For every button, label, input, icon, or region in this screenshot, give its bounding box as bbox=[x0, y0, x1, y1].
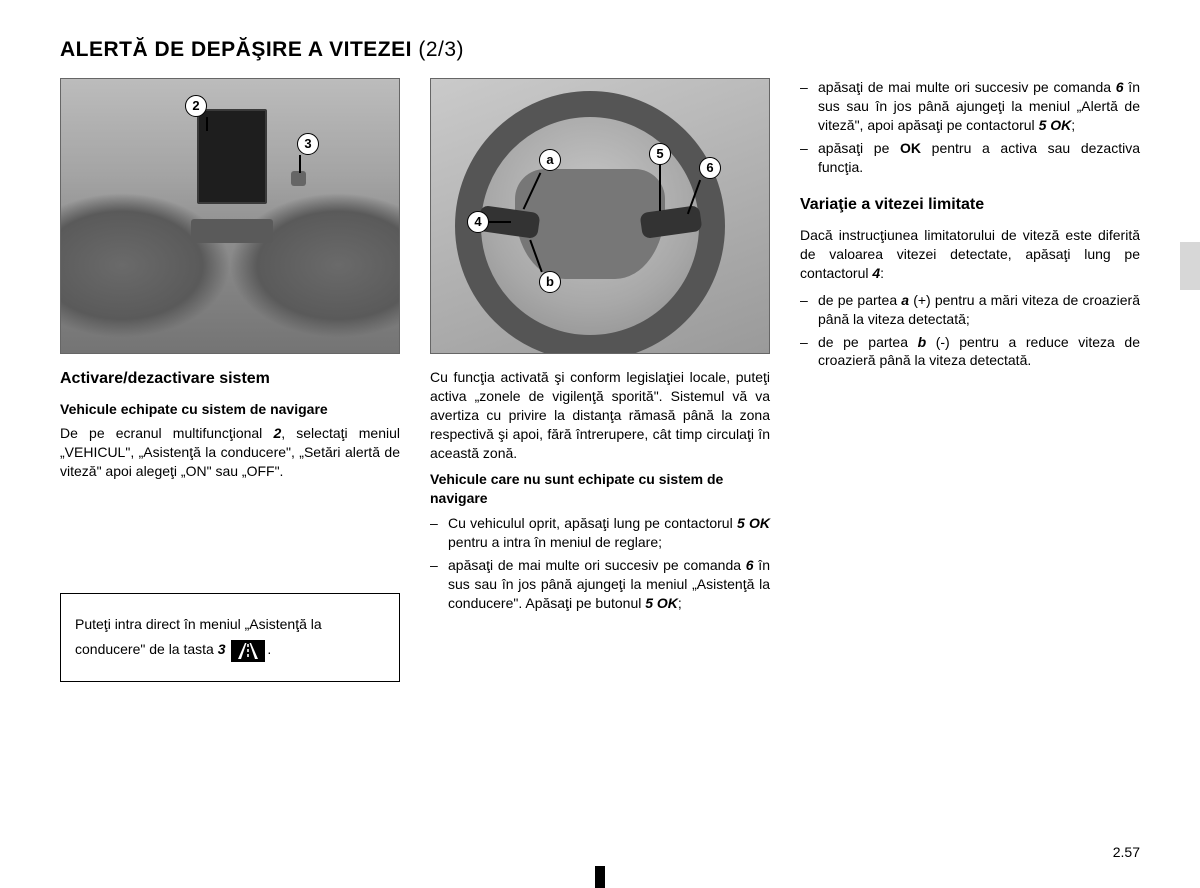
leader-line bbox=[489, 221, 511, 223]
assist-button-shape bbox=[291, 171, 306, 186]
instruction-list-cont: apăsaţi de mai multe ori succesiv pe com… bbox=[800, 78, 1140, 176]
manual-page: ALERTĂ DE DEPĂŞIRE A VITEZEI (2/3) 50841… bbox=[0, 0, 1200, 888]
ref-5-ok: 5 OK bbox=[737, 515, 770, 531]
page-title-suffix: (2/3) bbox=[418, 38, 464, 61]
callout-3: 3 bbox=[297, 133, 319, 155]
leader-line bbox=[659, 165, 661, 211]
leader-line bbox=[206, 117, 208, 131]
section-thumb-tab bbox=[1180, 242, 1200, 290]
paragraph: De pe ecranul multifuncţional 2, selecta… bbox=[60, 424, 400, 481]
ref-a: a bbox=[901, 292, 909, 308]
page-title-main: ALERTĂ DE DEPĂŞIRE A VITEZEI bbox=[60, 38, 418, 61]
list-item: de pe partea b (-) pentru a reduce vitez… bbox=[800, 333, 1140, 371]
paragraph: Dacă instrucţiunea limitatorului de vite… bbox=[800, 226, 1140, 283]
callout-5: 5 bbox=[649, 143, 671, 165]
callout-a: a bbox=[539, 149, 561, 171]
figure-steering-wheel: 51358 a 4 b 5 6 bbox=[430, 78, 770, 354]
callout-4: 4 bbox=[467, 211, 489, 233]
heading-speed-variation: Variaţie a vitezei limitate bbox=[800, 194, 1140, 216]
leader-line bbox=[299, 155, 301, 173]
callout-2: 2 bbox=[185, 95, 207, 117]
speed-variation-list: de pe partea a (+) pentru a mări viteza … bbox=[800, 291, 1140, 371]
ref-3: 3 bbox=[218, 641, 226, 657]
note-box: Puteţi intra direct în meniul „Asistenţă… bbox=[60, 593, 400, 681]
list-item: apăsaţi de mai multe ori succesiv pe com… bbox=[430, 556, 770, 613]
ref-6: 6 bbox=[746, 557, 754, 573]
heading-activation: Activare/dezactivare sistem bbox=[60, 368, 400, 390]
paragraph: Cu funcţia activată şi conform legislaţi… bbox=[430, 368, 770, 462]
subheading-with-nav: Vehicule echipate cu sistem de navigare bbox=[60, 400, 400, 419]
list-item: de pe partea a (+) pentru a mări viteza … bbox=[800, 291, 1140, 329]
instruction-list: Cu vehiculul oprit, apăsaţi lung pe cont… bbox=[430, 514, 770, 612]
ref-5-ok: 5 OK bbox=[1039, 117, 1072, 133]
list-item: apăsaţi pe OK pentru a activa sau dezact… bbox=[800, 139, 1140, 177]
footer-crop-mark bbox=[595, 866, 605, 888]
lane-assist-icon bbox=[231, 640, 265, 662]
column-3: apăsaţi de mai multe ori succesiv pe com… bbox=[800, 78, 1140, 868]
page-title: ALERTĂ DE DEPĂŞIRE A VITEZEI (2/3) bbox=[60, 38, 1140, 62]
ref-6: 6 bbox=[1116, 79, 1124, 95]
subheading-without-nav: Vehicule care nu sunt echipate cu sistem… bbox=[430, 470, 770, 508]
column-1: 50841 2 3 Activare/dezactivare sistem Ve… bbox=[60, 78, 400, 868]
figure-dashboard: 50841 2 3 bbox=[60, 78, 400, 354]
content-columns: 50841 2 3 Activare/dezactivare sistem Ve… bbox=[60, 78, 1140, 868]
page-number: 2.57 bbox=[1113, 844, 1140, 860]
list-item: apăsaţi de mai multe ori succesiv pe com… bbox=[800, 78, 1140, 135]
ref-ok: OK bbox=[900, 140, 921, 156]
callout-6: 6 bbox=[699, 157, 721, 179]
column-2: 51358 a 4 b 5 6 Cu funcţia activată şi c… bbox=[430, 78, 770, 868]
ref-b: b bbox=[918, 334, 927, 350]
callout-b: b bbox=[539, 271, 561, 293]
ref-4: 4 bbox=[872, 265, 880, 281]
list-item: Cu vehiculul oprit, apăsaţi lung pe cont… bbox=[430, 514, 770, 552]
center-button-panel bbox=[191, 219, 273, 243]
ref-5-ok: 5 OK bbox=[645, 595, 678, 611]
